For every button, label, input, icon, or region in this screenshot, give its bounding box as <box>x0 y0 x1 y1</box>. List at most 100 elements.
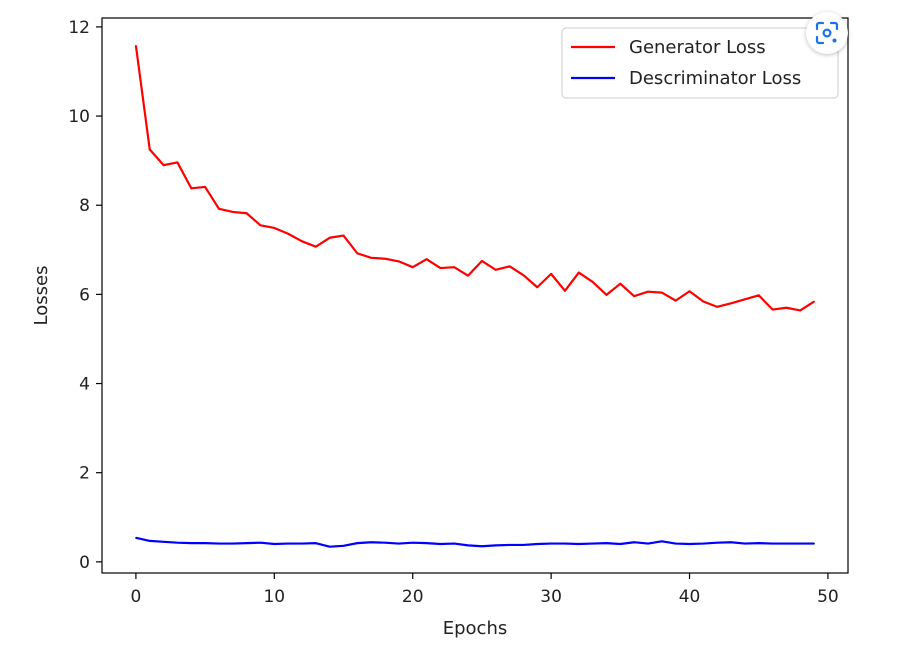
data-point <box>453 266 456 268</box>
data-point <box>370 541 372 544</box>
legend-label: Descriminator Loss <box>629 68 801 89</box>
data-point <box>578 543 580 545</box>
plot-area <box>101 17 849 574</box>
y-tick-label: 6 <box>79 285 90 305</box>
data-point <box>674 299 677 302</box>
data-point <box>467 274 469 277</box>
y-tick-label: 2 <box>79 464 90 484</box>
data-point <box>744 298 746 301</box>
data-point <box>439 543 442 545</box>
data-point <box>231 211 234 213</box>
x-tick-label: 40 <box>679 587 701 607</box>
data-point <box>757 294 760 297</box>
data-point <box>176 161 179 164</box>
data-point <box>771 542 774 545</box>
data-point <box>785 542 788 545</box>
data-point <box>605 542 608 544</box>
x-tick-label: 10 <box>263 587 285 607</box>
data-point <box>799 309 802 312</box>
data-point <box>716 541 719 544</box>
data-point <box>148 148 151 151</box>
data-point <box>204 186 206 188</box>
data-point <box>785 306 788 309</box>
data-point <box>356 252 359 255</box>
data-point <box>688 290 691 293</box>
series-line-1 <box>135 536 815 548</box>
data-point <box>619 282 622 285</box>
data-point <box>328 236 331 239</box>
data-point <box>287 542 289 545</box>
series-line-0 <box>134 45 815 312</box>
data-point <box>315 542 317 544</box>
data-point <box>218 207 220 210</box>
data-point <box>578 271 580 274</box>
data-point <box>508 544 511 546</box>
lens-search-icon <box>815 21 839 45</box>
data-point <box>647 290 649 293</box>
data-point <box>411 266 414 268</box>
data-point <box>425 542 428 544</box>
x-tick-label: 20 <box>402 587 424 607</box>
data-point <box>508 265 511 268</box>
x-axis-title: Epochs <box>443 618 508 639</box>
data-point <box>259 224 262 227</box>
legend-label: Generator Loss <box>629 37 766 58</box>
x-tick-label: 0 <box>130 587 141 607</box>
data-point <box>564 290 566 292</box>
data-point <box>411 541 414 544</box>
data-point <box>273 543 276 545</box>
y-tick-label: 12 <box>68 18 90 38</box>
y-tick-label: 8 <box>79 196 90 216</box>
data-point <box>162 164 165 166</box>
data-point <box>176 541 179 544</box>
data-point <box>328 545 331 548</box>
data-point <box>481 260 483 262</box>
data-point <box>674 542 677 545</box>
data-point <box>384 541 386 544</box>
data-point <box>550 542 552 545</box>
data-point <box>453 542 456 545</box>
data-point <box>661 540 663 543</box>
data-point <box>315 245 317 248</box>
data-point <box>591 542 594 545</box>
data-point <box>550 273 552 275</box>
data-point <box>813 300 815 303</box>
legend-box <box>561 27 839 99</box>
data-point <box>273 227 276 229</box>
data-point <box>799 542 802 545</box>
data-point <box>591 281 594 283</box>
data-point <box>467 544 469 547</box>
data-point <box>218 542 220 545</box>
data-point <box>245 542 248 544</box>
plot-frame <box>101 17 849 574</box>
legend: Generator Loss Descriminator Loss <box>561 27 839 99</box>
data-point <box>647 542 649 545</box>
data-point <box>536 286 539 289</box>
data-point <box>287 232 289 235</box>
data-point <box>190 187 193 190</box>
data-point <box>522 274 525 277</box>
data-point <box>757 542 760 544</box>
data-point <box>135 44 137 47</box>
data-point <box>162 540 165 543</box>
data-point <box>522 544 525 546</box>
data-point <box>564 542 566 545</box>
data-point <box>190 542 193 544</box>
data-point <box>425 258 428 260</box>
data-point <box>135 536 137 539</box>
data-point <box>730 302 732 305</box>
data-point <box>633 295 635 297</box>
data-point <box>301 542 303 545</box>
data-point <box>536 543 539 545</box>
data-point <box>661 291 663 294</box>
data-point <box>301 240 303 243</box>
data-point <box>384 257 386 260</box>
lens-search-button[interactable] <box>806 12 848 54</box>
data-point <box>231 542 234 545</box>
x-tick-label: 30 <box>540 587 562 607</box>
data-point <box>245 212 248 215</box>
data-point <box>398 260 400 263</box>
data-point <box>370 257 372 259</box>
data-point <box>605 294 608 296</box>
data-point <box>619 543 622 545</box>
